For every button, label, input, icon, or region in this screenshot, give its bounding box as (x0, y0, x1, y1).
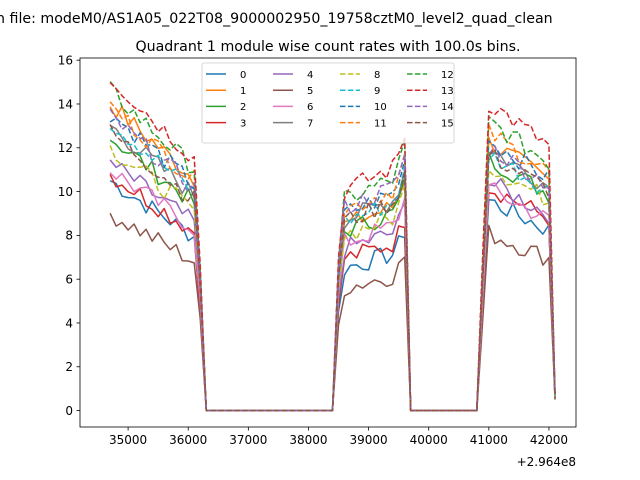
series-line-11 (109, 101, 556, 412)
series-line-13 (109, 82, 556, 412)
legend-label-4: 4 (307, 70, 313, 81)
series-line-6 (109, 172, 556, 412)
series-line-5 (109, 212, 556, 412)
x-tick-label: 40000 (410, 433, 448, 447)
y-tick-label: 16 (58, 53, 73, 67)
legend-label-0: 0 (240, 70, 246, 81)
series-line-12 (109, 81, 556, 412)
series-line-0 (109, 180, 556, 412)
legend-label-7: 7 (307, 118, 313, 129)
legend-frame (201, 62, 455, 144)
series-line-8 (109, 145, 556, 412)
x-offset-label: +2.964e8 (517, 455, 576, 469)
chart-title: Quadrant 1 module wise count rates with … (135, 39, 520, 55)
legend-label-6: 6 (307, 102, 313, 113)
legend-label-10: 10 (374, 102, 387, 113)
y-tick-label: 0 (65, 404, 73, 418)
legend-label-14: 14 (441, 102, 454, 113)
series-line-15 (109, 124, 556, 412)
series-line-10 (109, 117, 556, 412)
y-tick-label: 8 (65, 229, 73, 243)
plot-frame (79, 57, 577, 428)
chart-suptitle: n file: modeM0/AS1A05_022T08_9000002950_… (0, 11, 553, 27)
x-tick-label: 42000 (530, 433, 568, 447)
legend-label-13: 13 (441, 86, 454, 97)
series-line-2 (109, 139, 556, 412)
y-tick-label: 4 (65, 316, 73, 330)
x-tick-label: 35000 (109, 433, 147, 447)
x-tick-label: 41000 (470, 433, 508, 447)
legend-label-12: 12 (441, 70, 454, 81)
series-line-9 (109, 127, 556, 412)
legend-label-11: 11 (374, 118, 387, 129)
series-line-14 (109, 108, 556, 412)
legend-label-9: 9 (374, 86, 380, 97)
legend-label-2: 2 (240, 102, 246, 113)
legend-label-8: 8 (374, 70, 380, 81)
y-tick-label: 14 (58, 97, 73, 111)
y-tick-label: 12 (58, 141, 73, 155)
y-tick-label: 6 (65, 272, 73, 286)
legend-label-3: 3 (240, 118, 246, 129)
legend-label-15: 15 (441, 118, 454, 129)
y-tick-label: 10 (58, 185, 73, 199)
x-tick-label: 36000 (169, 433, 207, 447)
series-line-3 (109, 173, 556, 412)
x-tick-label: 37000 (229, 433, 267, 447)
legend-label-1: 1 (240, 86, 246, 97)
y-tick-label: 2 (65, 360, 73, 374)
x-tick-label: 39000 (349, 433, 387, 447)
x-tick-label: 38000 (289, 433, 327, 447)
legend-label-5: 5 (307, 86, 313, 97)
